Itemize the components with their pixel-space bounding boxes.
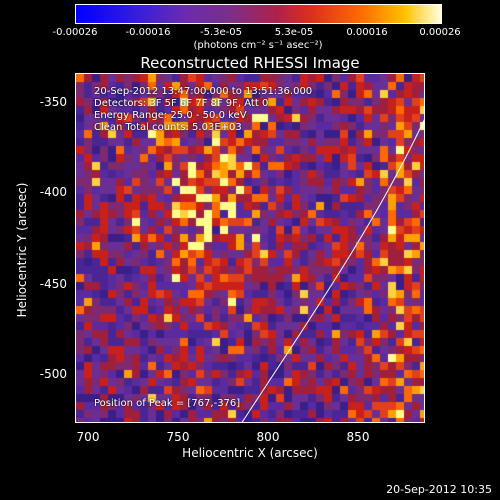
x-tick-label: 750 [166,430,190,444]
y-tick-label: -500 [39,367,67,381]
solar-limb-line [241,119,424,422]
x-tick-label: 850 [346,430,370,444]
colorbar-tick: 0.00026 [419,27,461,38]
y-tick-label: -400 [39,185,67,199]
colorbar-tick: 0.00016 [346,27,388,38]
colorbar-units: (photons cm⁻² s⁻¹ asec⁻²) [193,40,323,51]
colorbar-tick: -5.3e-05 [200,27,242,38]
colorbar-tick: -0.00026 [52,27,98,38]
x-axis-label: Heliocentric X (arcsec) [182,446,318,460]
rhessi-image: 20-Sep-2012 13:47:00.000 to 13:51:36.000… [75,73,425,423]
info-line: Clean Total counts: 5.03E+03 [94,122,242,133]
info-line: Energy Range: 25.0 - 50.0 keV [94,110,247,121]
limb-overlay [241,119,424,422]
colorbar-tick: 5.3e-05 [274,27,314,38]
timestamp: 20-Sep-2012 10:35 [386,483,492,496]
colorbar [75,4,442,24]
y-tick-label: -350 [39,95,67,109]
x-tick-label: 800 [256,430,280,444]
info-line: 20-Sep-2012 13:47:00.000 to 13:51:36.000 [94,86,313,97]
image-canvas [76,74,424,422]
x-tick-label: 700 [76,430,100,444]
colorbar-tick: -0.00016 [125,27,171,38]
y-tick-label: -450 [39,277,67,291]
peak-position-label: Position of Peak = [767,-376] [94,398,241,409]
info-line: Detectors: 3F 5F 6F 7F 8F 9F, Att 0 [94,98,269,109]
y-axis-label: Heliocentric Y (arcsec) [15,182,29,318]
plot-title: Reconstructed RHESSI Image [140,54,360,72]
